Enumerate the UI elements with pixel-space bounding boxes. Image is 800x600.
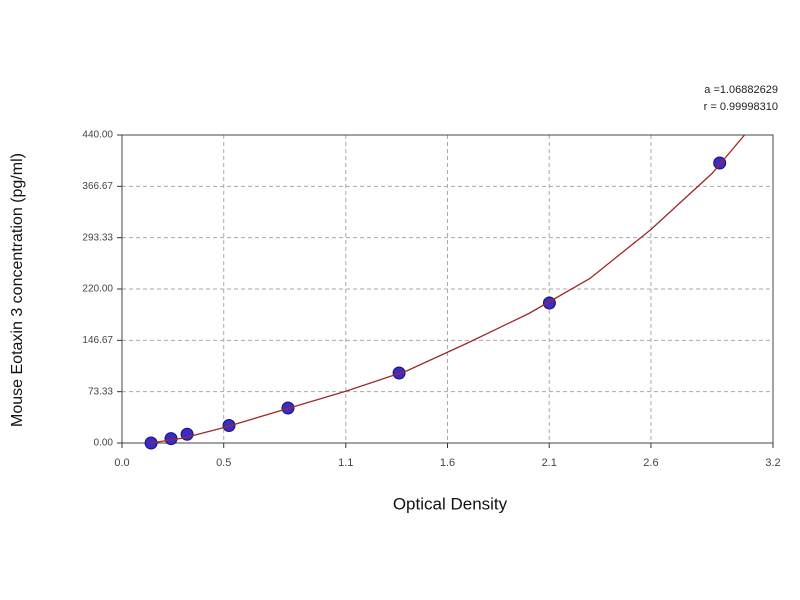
y-tick-label: 0.00 <box>94 438 114 449</box>
annotation: r = 0.99998310 <box>704 101 778 113</box>
x-tick-label: 0.0 <box>114 457 129 469</box>
y-tick-label: 440.00 <box>82 130 113 141</box>
y-tick-label: 366.67 <box>82 181 113 192</box>
plot-frame <box>121 134 774 444</box>
x-tick-label: 1.1 <box>338 457 353 469</box>
y-axis-label: Mouse Eotaxin 3 concentration (pg/ml) <box>9 153 26 427</box>
x-tick-label: 1.6 <box>440 457 455 469</box>
x-axis-label: Optical Density <box>393 494 508 513</box>
y-tick-label: 146.67 <box>82 335 113 346</box>
x-tick-label: 3.2 <box>765 457 780 469</box>
y-tick-label: 220.00 <box>82 284 113 295</box>
annotation: a =1.06882629 <box>704 84 778 96</box>
x-tick-label: 0.5 <box>216 457 231 469</box>
x-tick-label: 2.1 <box>542 457 557 469</box>
fit-curve <box>150 134 746 444</box>
y-tick-label: 293.33 <box>82 232 113 243</box>
x-tick-label: 2.6 <box>643 457 658 469</box>
y-tick-label: 73.33 <box>88 386 113 397</box>
